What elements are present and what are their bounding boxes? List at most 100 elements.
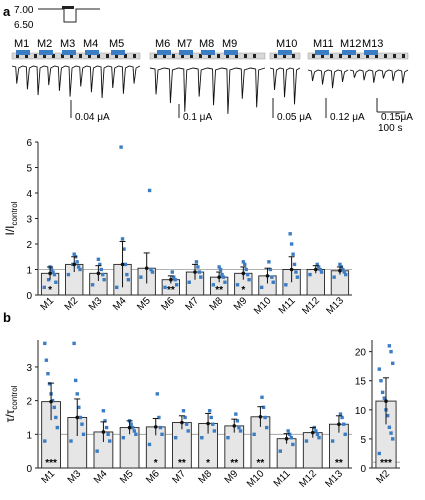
point-m5 xyxy=(149,267,153,272)
scale-bar-label-0: 0.04 μA xyxy=(75,112,110,123)
point-m2 xyxy=(391,437,395,441)
point-m6 xyxy=(158,425,163,430)
point-m10 xyxy=(261,405,266,410)
point-m3 xyxy=(102,278,106,282)
pulse-tick xyxy=(393,54,396,58)
point-m8 xyxy=(221,275,226,279)
point-m6 xyxy=(147,442,152,447)
mean-dot-m13 xyxy=(337,422,341,427)
pulse-tick xyxy=(88,54,91,58)
pulse-blue-m10 xyxy=(278,50,292,55)
point-m13 xyxy=(341,267,345,272)
point-m8 xyxy=(209,415,213,420)
pulse-tick xyxy=(16,54,19,58)
trace-label-m13: M13 xyxy=(362,38,383,50)
point-m9 xyxy=(234,412,238,416)
pulse-blue-m1 xyxy=(16,50,30,55)
trace-m11 xyxy=(307,69,349,89)
category-label-m12: M12 xyxy=(297,468,319,490)
point-m2 xyxy=(391,361,395,365)
panel-b-label: b xyxy=(3,310,11,325)
point-m2 xyxy=(78,267,82,272)
point-m6 xyxy=(157,415,161,420)
pulse-tick xyxy=(106,54,109,58)
pulse-blue-m9 xyxy=(224,50,238,55)
point-m4 xyxy=(122,247,126,251)
pulse-tick xyxy=(199,54,202,58)
point-m12 xyxy=(319,270,324,274)
point-m4 xyxy=(107,439,112,443)
point-m12 xyxy=(304,439,309,443)
y-tick-label: 6 xyxy=(26,138,32,149)
y-tick-label: 2 xyxy=(26,240,32,251)
point-m11 xyxy=(284,283,288,287)
point-m4 xyxy=(120,237,125,241)
category-label-m2: M2 xyxy=(63,295,81,313)
point-m3 xyxy=(101,272,105,277)
group-labels-a: M1 M2 M3 M4 M5 M6 M7 M8 M9 M10 M11 M12 M13 xyxy=(14,38,383,50)
mean-dot-m12 xyxy=(313,267,318,272)
point-m11 xyxy=(289,242,294,246)
point-m13 xyxy=(342,270,346,274)
point-m7 xyxy=(173,435,178,440)
point-m8 xyxy=(207,409,212,413)
point-m8 xyxy=(223,280,227,284)
pulse-tick xyxy=(163,54,166,58)
pulse-blue-m5 xyxy=(111,50,125,55)
pulse-blue-m8 xyxy=(201,50,215,55)
point-m3 xyxy=(98,262,102,267)
mean-dot-m5 xyxy=(144,266,149,271)
category-label-m13: M13 xyxy=(325,295,347,317)
point-m3 xyxy=(81,432,86,437)
mean-dot-m8 xyxy=(206,421,210,426)
mean-dot-m6 xyxy=(153,425,158,429)
point-m7 xyxy=(196,265,200,269)
point-m8 xyxy=(211,283,216,287)
point-m4 xyxy=(119,145,123,149)
trace-label-m3: M3 xyxy=(60,38,75,50)
point-m1 xyxy=(52,405,56,410)
point-m12 xyxy=(315,432,320,437)
point-m1 xyxy=(52,272,57,277)
pulse-tick xyxy=(283,54,286,58)
category-label-m11: M11 xyxy=(277,295,298,316)
pulse-tick xyxy=(402,54,405,58)
category-label-m3: M3 xyxy=(87,295,105,313)
pulse-tick xyxy=(292,54,295,58)
point-m2 xyxy=(382,396,387,400)
point-m13 xyxy=(340,415,344,420)
category-label-m9: M9 xyxy=(232,295,250,313)
trace-label-m9: M9 xyxy=(222,38,237,50)
mean-dot-m2 xyxy=(384,399,388,403)
point-m9 xyxy=(245,272,250,277)
point-m12 xyxy=(308,272,312,277)
point-m1 xyxy=(43,341,47,346)
pulse-tick xyxy=(217,54,220,58)
point-m12 xyxy=(315,262,319,267)
significance-m1: *** xyxy=(45,458,57,469)
significance-m1: * xyxy=(48,285,52,296)
mean-dot-m6 xyxy=(169,277,173,282)
point-m4 xyxy=(104,425,109,430)
current-traces xyxy=(11,65,409,114)
pulse-bars xyxy=(11,50,409,60)
point-m9 xyxy=(244,267,248,272)
point-m2 xyxy=(76,265,81,269)
point-m1 xyxy=(50,398,55,403)
point-m8 xyxy=(200,435,204,440)
point-m1 xyxy=(51,270,55,274)
point-m5 xyxy=(129,422,133,426)
point-m11 xyxy=(295,275,300,279)
mean-dot-m9 xyxy=(232,424,237,428)
mean-dot-m11 xyxy=(284,436,289,441)
pulse-blue-m4 xyxy=(85,50,99,55)
point-m4 xyxy=(126,278,131,282)
ph-step-marker xyxy=(62,6,74,9)
point-m8 xyxy=(217,265,221,269)
category-label-m3: M3 xyxy=(66,468,84,486)
trace-m10 xyxy=(269,67,301,105)
category-label-m8: M8 xyxy=(208,295,226,313)
point-m8 xyxy=(218,267,223,272)
